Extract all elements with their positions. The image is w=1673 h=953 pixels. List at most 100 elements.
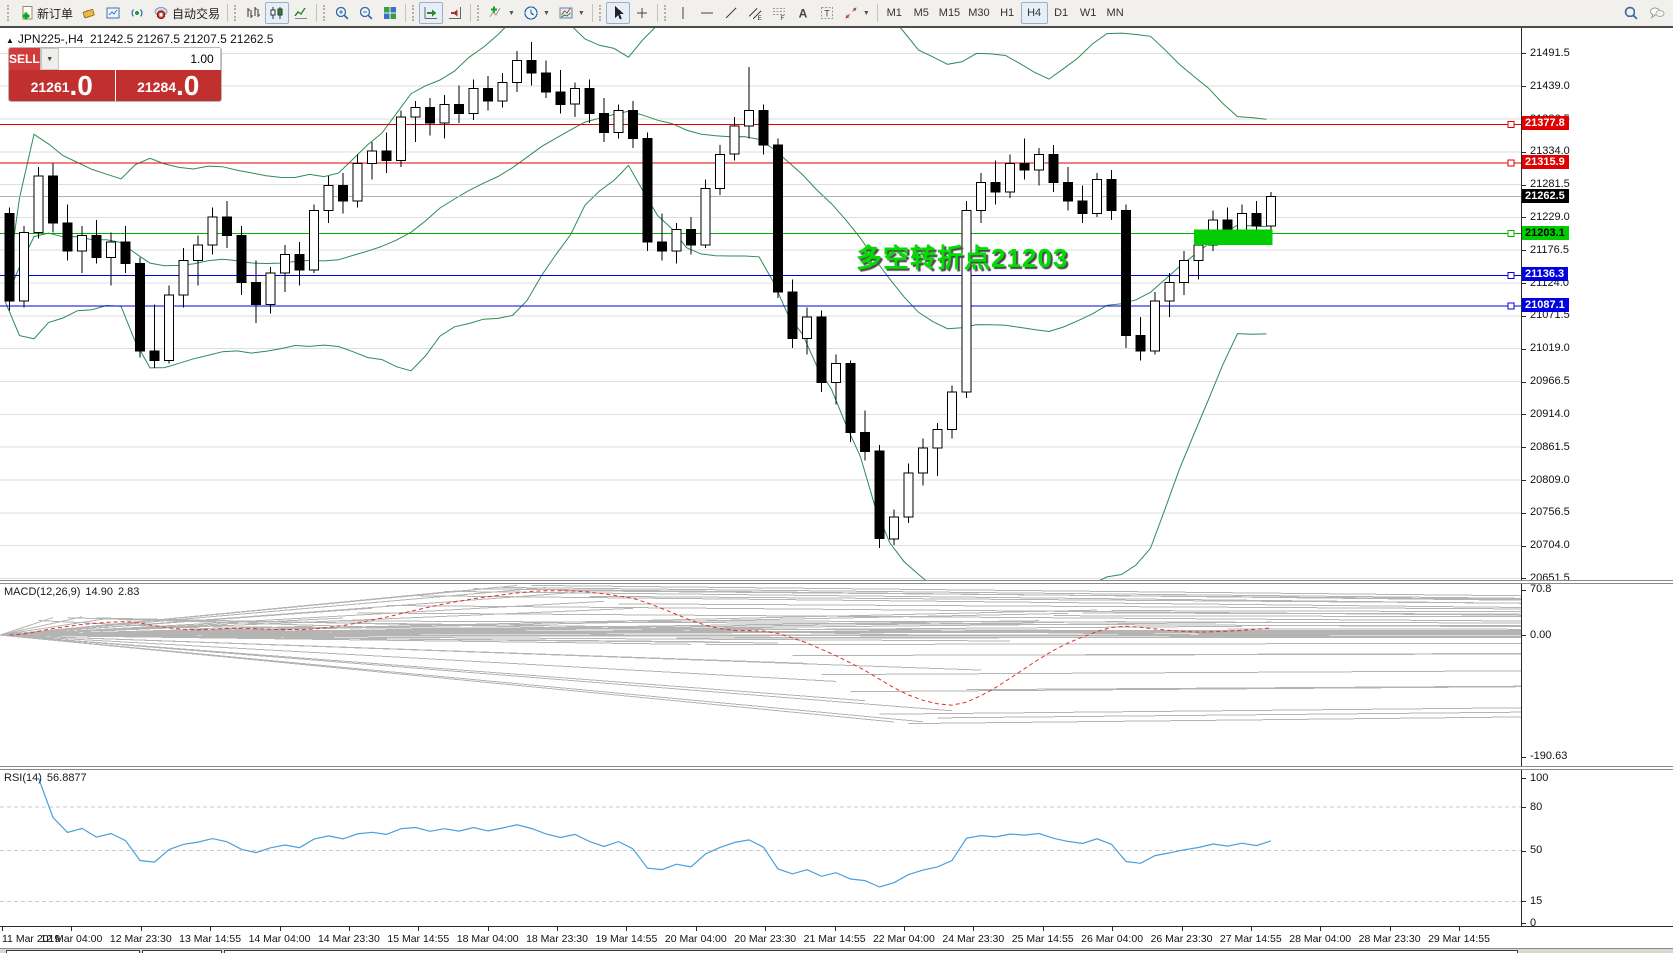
candle-body <box>439 103 450 124</box>
chart-window: ▲ JPN225-,H4 21242.5 21267.5 21207.5 2126… <box>0 8 1673 953</box>
macd-histogram-bar <box>502 587 1673 601</box>
bollinger-middle-band[interactable] <box>4 110 1267 333</box>
candle-body <box>193 244 203 261</box>
signals-button[interactable] <box>125 2 149 24</box>
time-axis-label: 25 Mar 14:55 <box>1011 933 1074 945</box>
candle-body <box>497 81 508 102</box>
auto-trading-button[interactable]: 自动交易 <box>149 2 224 24</box>
templates-button[interactable]: ▼ <box>554 2 589 24</box>
timeframe-m5-button[interactable]: M5 <box>913 7 929 19</box>
timeframe-m1-button[interactable]: M1 <box>886 7 902 19</box>
timeframe-mn-button[interactable]: MN <box>1106 7 1124 19</box>
candle-body <box>164 294 174 361</box>
candle-body <box>990 181 1001 193</box>
candle-body <box>381 150 392 162</box>
cursor-button[interactable] <box>605 2 630 24</box>
open-chart-button[interactable] <box>101 2 125 24</box>
macd-histogram-bar <box>879 705 1673 715</box>
time-axis-tick <box>418 927 420 931</box>
toolbar-grip <box>7 5 11 21</box>
time-axis-tick <box>1320 927 1322 931</box>
vertical-line-button[interactable] <box>671 2 695 24</box>
candle-body <box>555 91 566 105</box>
candle-chart-icon <box>270 7 283 19</box>
pane-separator[interactable] <box>0 580 1673 584</box>
line-handle[interactable] <box>1507 120 1515 128</box>
zoom-out-button[interactable] <box>354 2 378 24</box>
time-axis[interactable]: 11 Mar 2019 12 Mar 04:00 12 Mar 23:30 13 Ma… <box>0 926 1673 948</box>
volume-increase-button[interactable]: ▲ <box>219 48 221 70</box>
line-handle[interactable] <box>1507 271 1515 279</box>
auto-scroll-button[interactable] <box>419 2 444 24</box>
candle-body <box>91 235 102 258</box>
candle-body <box>831 363 841 384</box>
svg-text:A: A <box>799 7 808 21</box>
candlestick-chart-button[interactable] <box>265 2 290 24</box>
svg-text:T: T <box>824 9 830 19</box>
arrows-button[interactable]: ▼ <box>839 2 874 24</box>
pane-separator[interactable] <box>0 766 1673 770</box>
line-handle[interactable] <box>1507 159 1515 167</box>
line-chart-button[interactable] <box>289 2 313 24</box>
candle-body <box>323 185 334 211</box>
text-label-button[interactable]: T <box>815 2 839 24</box>
search-button[interactable] <box>1619 2 1643 24</box>
macd-canvas[interactable] <box>0 584 1673 766</box>
chat-button[interactable] <box>1645 2 1669 24</box>
time-axis-tick <box>903 927 905 931</box>
rsi-canvas[interactable] <box>0 770 1521 926</box>
time-axis-tick <box>834 927 836 931</box>
sell-button[interactable]: SELL <box>9 48 40 70</box>
bollinger-lower-band[interactable] <box>4 164 1267 597</box>
buy-price[interactable]: 21284.0 <box>115 70 221 101</box>
trendline-button[interactable] <box>719 2 743 24</box>
svg-text:E: E <box>757 15 762 21</box>
timeframe-m30-button[interactable]: M30 <box>968 7 990 19</box>
volume-decrease-button[interactable]: ▼ <box>40 48 59 70</box>
collapse-icon[interactable]: ▲ <box>6 36 14 45</box>
toolbar-separator <box>470 4 472 22</box>
chart-shift-button[interactable] <box>443 2 467 24</box>
fibonacci-button[interactable]: F <box>767 2 791 24</box>
bar-chart-button[interactable] <box>241 2 265 24</box>
candle-body <box>1251 213 1262 227</box>
highlight-rectangle[interactable] <box>1194 229 1273 245</box>
indicators-button[interactable]: ▼ <box>484 2 519 24</box>
level-price-tag: 21377.8 <box>1522 116 1569 131</box>
line-handle[interactable] <box>1507 302 1515 310</box>
timeframe-m15-button[interactable]: M15 <box>938 7 961 19</box>
line-handle[interactable] <box>1507 230 1515 238</box>
time-axis-label: 29 Mar 14:55 <box>1428 933 1490 945</box>
candle-body <box>1005 163 1015 193</box>
eraser-button[interactable] <box>77 2 101 24</box>
price-axis[interactable]: 21491.521439.021386.521334.021281.521229… <box>1521 28 1673 929</box>
volume-input[interactable] <box>58 48 220 70</box>
text-button[interactable]: A <box>791 2 815 24</box>
axis-tick <box>1522 923 1526 924</box>
axis-tick <box>1522 545 1526 547</box>
zoom-in-button[interactable] <box>330 2 354 24</box>
candle-body <box>294 253 305 271</box>
main-chart-pane[interactable]: ▲ JPN225-,H4 21242.5 21267.5 21207.5 2126… <box>0 8 1521 597</box>
equidistant-channel-button[interactable]: E <box>743 2 767 24</box>
candle-body <box>77 235 87 252</box>
horizontal-line-button[interactable] <box>695 2 719 24</box>
periods-button[interactable]: ▼ <box>519 2 554 24</box>
sell-price[interactable]: 21261.0 <box>9 70 115 101</box>
macd-pane[interactable]: MACD(12,26,9) 14.90 2.83 <box>0 584 1673 766</box>
rsi-pane[interactable]: RSI(14) 56.8877 <box>0 770 1521 926</box>
macd-histogram-bar <box>0 634 982 671</box>
main-chart-canvas[interactable] <box>0 8 1521 597</box>
bollinger-upper-band[interactable] <box>4 8 1267 302</box>
timeframe-h1-button[interactable]: H1 <box>1000 7 1015 19</box>
timeframe-w1-button[interactable]: W1 <box>1079 7 1097 19</box>
time-axis-tick <box>2 927 3 931</box>
tile-windows-button[interactable] <box>378 2 402 24</box>
time-axis-label: 14 Mar 23:30 <box>317 933 380 945</box>
toolbar-separator <box>876 4 878 22</box>
timeframe-d1-button[interactable]: D1 <box>1054 7 1069 19</box>
crosshair-button[interactable] <box>630 2 654 24</box>
timeframe-h4-button[interactable]: H4 <box>1020 2 1048 24</box>
new-order-button[interactable]: 新订单 <box>14 2 77 24</box>
price-tick-label: 21491.5 <box>1530 46 1570 59</box>
